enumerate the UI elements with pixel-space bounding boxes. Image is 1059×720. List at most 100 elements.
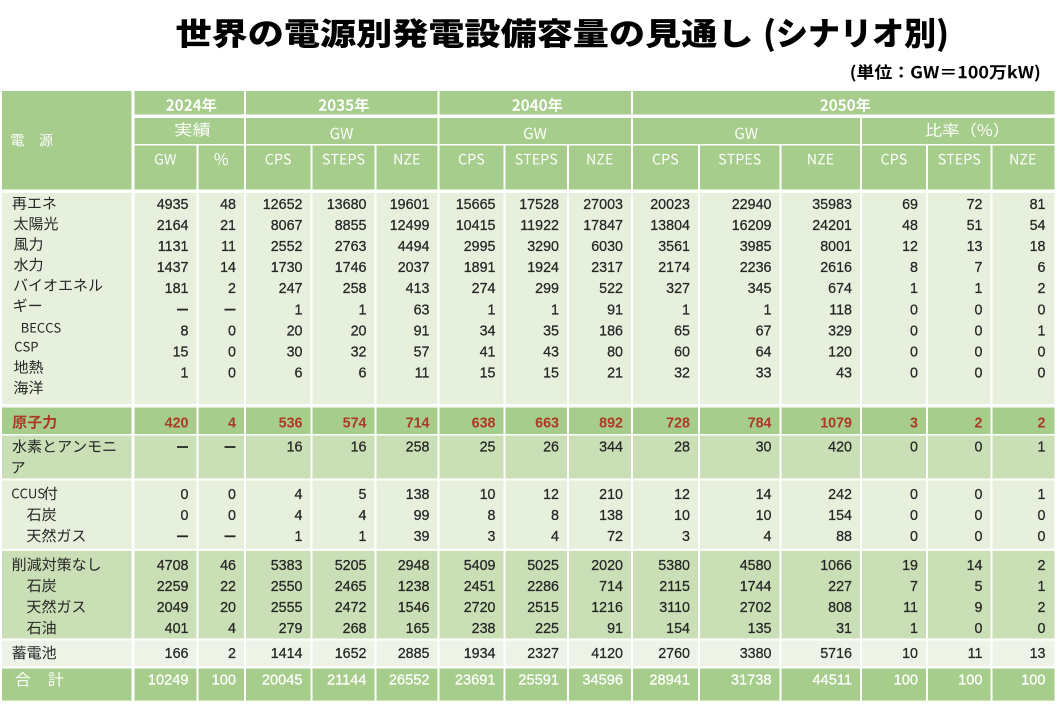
svg-text:2465: 2465 [335, 579, 367, 595]
svg-text:728: 728 [666, 415, 690, 431]
svg-text:663: 663 [535, 415, 559, 431]
svg-text:2: 2 [975, 415, 983, 431]
svg-text:43: 43 [543, 345, 559, 361]
svg-text:166: 166 [165, 646, 189, 662]
svg-text:11: 11 [415, 366, 430, 382]
svg-text:1: 1 [975, 281, 983, 297]
svg-text:3: 3 [910, 415, 918, 431]
svg-text:12652: 12652 [263, 197, 303, 213]
svg-text:30: 30 [287, 345, 303, 361]
svg-text:10415: 10415 [456, 218, 496, 234]
svg-text:1414: 1414 [271, 646, 303, 662]
svg-text:48: 48 [220, 197, 236, 213]
svg-text:2037: 2037 [398, 260, 430, 276]
svg-text:88: 88 [836, 529, 852, 545]
svg-text:118: 118 [829, 302, 852, 318]
svg-text:1: 1 [488, 302, 496, 318]
svg-text:0: 0 [228, 323, 236, 339]
svg-text:1744: 1744 [740, 579, 772, 595]
svg-text:0: 0 [1038, 366, 1046, 382]
svg-text:13804: 13804 [650, 218, 690, 234]
svg-text:1: 1 [1038, 440, 1046, 456]
svg-text:8067: 8067 [271, 218, 303, 234]
svg-text:8855: 8855 [335, 218, 367, 234]
svg-text:0: 0 [975, 508, 983, 524]
svg-text:2286: 2286 [527, 579, 559, 595]
svg-text:7: 7 [975, 260, 983, 276]
svg-text:279: 279 [279, 621, 303, 637]
svg-text:210: 210 [599, 487, 623, 503]
svg-text:1: 1 [1038, 323, 1046, 339]
svg-text:0: 0 [975, 366, 983, 382]
svg-text:10: 10 [674, 508, 690, 524]
svg-text:5409: 5409 [464, 558, 496, 574]
svg-text:0: 0 [1038, 508, 1046, 524]
svg-text:99: 99 [414, 508, 430, 524]
svg-text:2327: 2327 [527, 646, 559, 662]
svg-text:345: 345 [748, 281, 772, 297]
svg-text:0: 0 [1038, 345, 1046, 361]
svg-text:23691: 23691 [455, 673, 496, 689]
svg-text:3380: 3380 [740, 646, 772, 662]
svg-text:522: 522 [599, 281, 623, 297]
svg-text:2552: 2552 [271, 239, 303, 255]
svg-text:4120: 4120 [591, 646, 623, 662]
svg-text:242: 242 [828, 487, 852, 503]
svg-text:4708: 4708 [157, 558, 189, 574]
svg-text:24201: 24201 [812, 218, 852, 234]
svg-text:154: 154 [828, 508, 852, 524]
svg-text:274: 274 [472, 281, 496, 297]
svg-text:1746: 1746 [335, 260, 367, 276]
svg-text:4: 4 [295, 487, 303, 503]
svg-text:0: 0 [910, 323, 918, 339]
svg-text:21: 21 [607, 366, 623, 382]
svg-text:2: 2 [228, 281, 236, 297]
svg-text:5716: 5716 [820, 646, 852, 662]
svg-text:11: 11 [903, 600, 918, 616]
svg-text:10: 10 [902, 646, 918, 662]
svg-text:1652: 1652 [335, 646, 367, 662]
svg-text:11922: 11922 [520, 218, 559, 234]
svg-text:100: 100 [212, 673, 236, 689]
svg-text:8: 8 [488, 508, 496, 524]
svg-text:0: 0 [975, 302, 983, 318]
svg-text:0: 0 [228, 345, 236, 361]
svg-text:20: 20 [220, 600, 236, 616]
svg-text:15665: 15665 [456, 197, 496, 213]
svg-text:13: 13 [1030, 646, 1046, 662]
svg-text:3: 3 [488, 529, 496, 545]
svg-text:3561: 3561 [658, 239, 690, 255]
svg-text:51: 51 [967, 218, 983, 234]
svg-text:8: 8 [181, 323, 189, 339]
svg-text:2174: 2174 [658, 260, 690, 276]
svg-text:574: 574 [343, 415, 367, 431]
svg-text:20: 20 [351, 323, 367, 339]
svg-text:420: 420 [165, 415, 189, 431]
svg-text:714: 714 [599, 579, 623, 595]
svg-text:43: 43 [836, 366, 852, 382]
svg-text:165: 165 [406, 621, 430, 637]
svg-text:1: 1 [295, 302, 303, 318]
svg-text:13: 13 [967, 239, 983, 255]
svg-text:154: 154 [666, 621, 690, 637]
svg-text:6030: 6030 [591, 239, 623, 255]
svg-text:34: 34 [480, 323, 496, 339]
svg-text:420: 420 [828, 440, 852, 456]
svg-text:0: 0 [910, 508, 918, 524]
svg-text:1: 1 [910, 281, 918, 297]
svg-text:2702: 2702 [740, 600, 772, 616]
svg-text:35: 35 [543, 323, 559, 339]
svg-text:12: 12 [674, 487, 690, 503]
svg-text:25: 25 [480, 440, 496, 456]
svg-text:14: 14 [967, 558, 983, 574]
svg-text:13680: 13680 [327, 197, 367, 213]
svg-text:5205: 5205 [335, 558, 367, 574]
svg-text:19601: 19601 [390, 197, 430, 213]
svg-text:4: 4 [295, 508, 303, 524]
svg-text:2: 2 [1038, 281, 1046, 297]
svg-text:299: 299 [535, 281, 559, 297]
svg-text:1546: 1546 [398, 600, 430, 616]
svg-text:72: 72 [607, 529, 623, 545]
svg-text:0: 0 [1038, 529, 1046, 545]
svg-text:238: 238 [472, 621, 496, 637]
